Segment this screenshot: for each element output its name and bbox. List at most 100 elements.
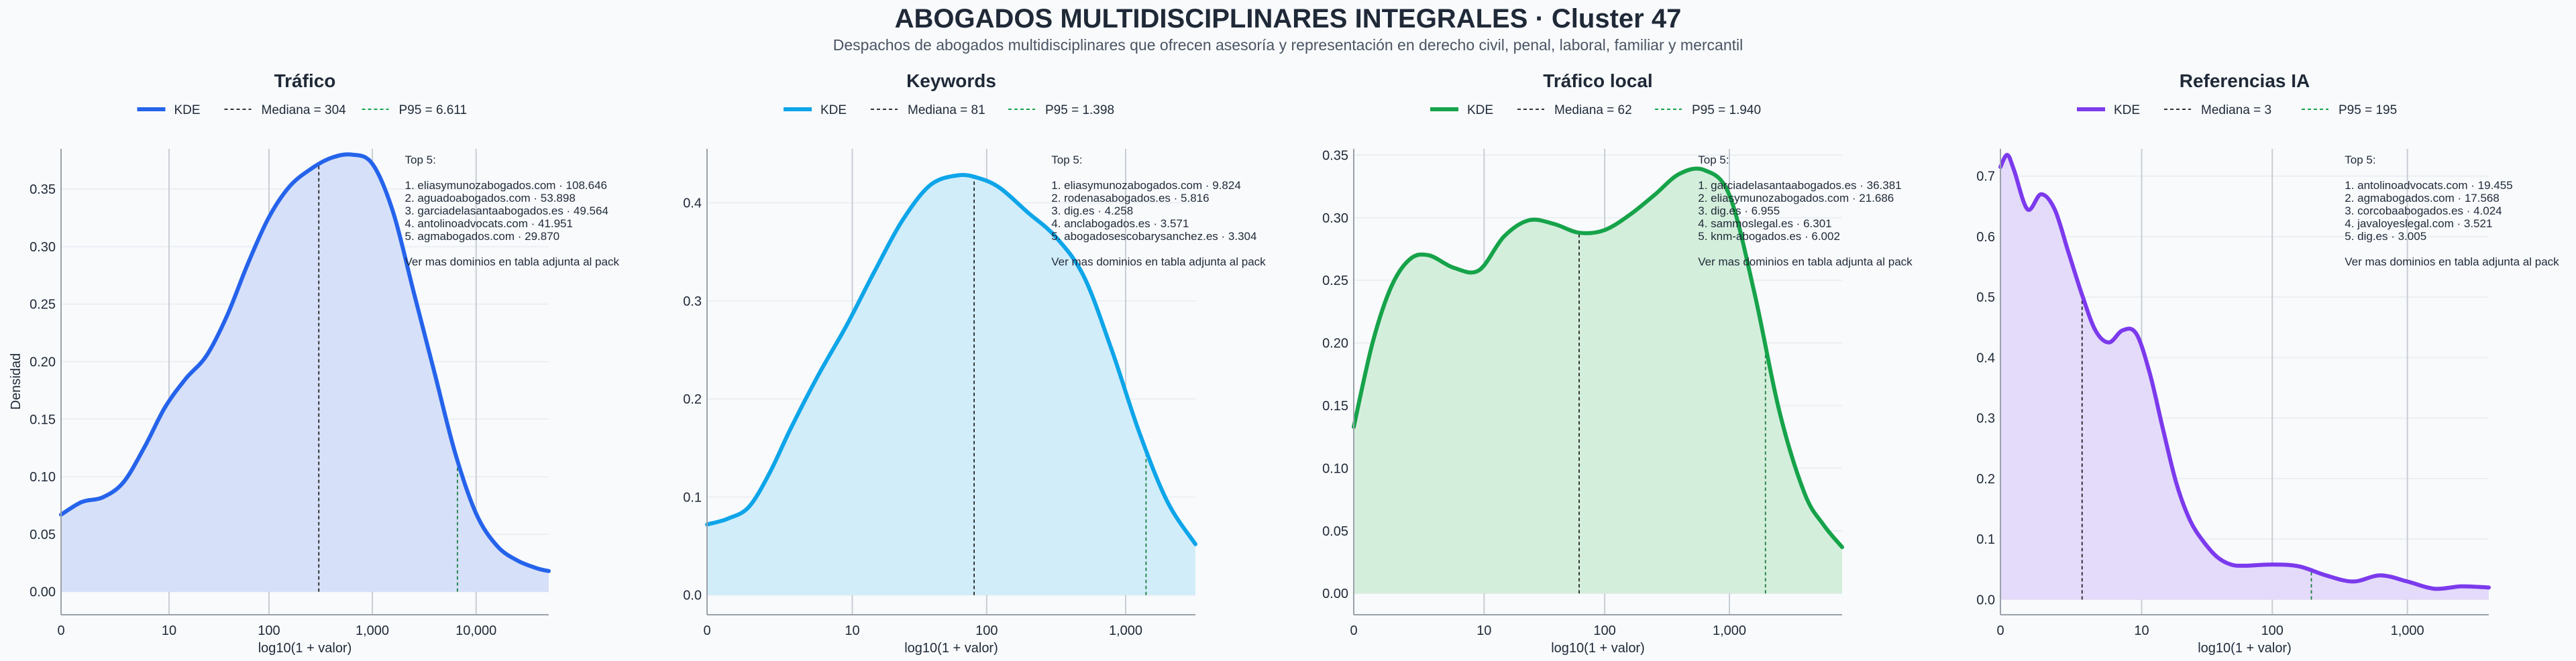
legend-kde-label: KDE [2114,103,2140,117]
y-tick-label: 0.05 [1322,524,1348,539]
y-tick-label: 0.00 [1322,587,1348,601]
legend-median-label: Mediana = 62 [1554,103,1632,117]
x-tick-label: 0 [703,623,710,638]
top5-item: 2. eliasymunozabogados.com · 21.686 [1698,192,1894,204]
page-subtitle: Despachos de abogados multidisciplinares… [833,36,1743,54]
legend-kde-label: KDE [174,103,201,117]
chart-panel-3: Tráfico local KDE Mediana = 62 P95 = 1.940 0… [1322,70,1913,656]
y-tick-label: 0.5 [1976,290,1995,305]
y-tick-label: 0.3 [1976,412,1995,426]
x-tick-label: 100 [258,623,280,638]
y-tick-label: 0.2 [683,392,702,407]
kde-line [1998,153,2491,591]
x-tick-label: 1,000 [356,623,389,638]
y-tick-label: 0.15 [1322,399,1348,414]
top5-footer: Ver mas dominios en tabla adjunta al pac… [1051,255,1266,268]
panel-title: Tráfico local [1543,70,1652,91]
kde-area [61,154,549,592]
top5-item: 2. aguadoabogados.com · 53.898 [405,192,576,204]
x-tick-label: 0 [1350,623,1357,638]
page-title: ABOGADOS MULTIDISCIPLINARES INTEGRALES ·… [894,4,1682,34]
panel-title: Referencias IA [2180,70,2310,91]
y-tick-label: 0.00 [30,585,56,600]
x-tick-label: 100 [1593,623,1615,638]
y-tick-label: 0.10 [1322,461,1348,476]
kde-line [705,173,1197,546]
x-tick-label: 100 [2261,623,2284,638]
y-tick-label: 0.4 [1976,351,1995,365]
top5-item: 2. rodenasabogados.es · 5.816 [1051,192,1209,204]
top5-item: 3. dig.es · 4.258 [1051,204,1133,217]
y-tick-label: 0.30 [30,240,56,255]
legend-median-label: Mediana = 81 [908,103,985,117]
y-tick-label: 0.30 [1322,211,1348,226]
top5-item: 1. eliasymunozabogados.com · 108.646 [405,179,607,192]
x-tick-label: 10 [1477,623,1491,638]
y-tick-label: 0.05 [30,528,56,542]
top5-title: Top 5: [405,154,436,166]
top5-item: 5. knm-abogados.es · 6.002 [1698,230,1840,243]
y-tick-label: 0.20 [1322,337,1348,351]
top5-item: 3. corcobaabogados.es · 4.024 [2345,204,2502,217]
y-tick-label: 0.1 [1976,532,1995,547]
y-axis-title: Densidad [9,353,23,410]
top5-item: 4. javaloyeslegal.com · 3.521 [2345,217,2492,230]
top5-title: Top 5: [1051,154,1082,166]
top5-item: 5. abogadosescobarysanchez.es · 3.304 [1051,230,1256,243]
y-tick-label: 0.0 [1976,593,1995,607]
x-tick-label: 0 [57,623,64,638]
panel-title: Tráfico [274,70,336,91]
y-tick-label: 0.2 [1976,472,1995,487]
legend-kde-label: KDE [820,103,847,117]
x-tick-label: 10 [162,623,176,638]
x-tick-label: 10,000 [455,623,496,638]
legend-p95-label: P95 = 1.940 [1692,103,1761,117]
top5-item: 2. agmabogados.com · 17.568 [2345,192,2500,204]
top5-item: 4. sammoslegal.es · 6.301 [1698,217,1831,230]
x-tick-label: 1,000 [2391,623,2424,638]
chart-panel-1: Tráfico KDE Mediana = 304 P95 = 6.611 0.00 0.… [30,70,619,656]
top5-item: 4. anclabogados.es · 3.571 [1051,217,1189,230]
x-tick-label: 100 [975,623,998,638]
y-tick-label: 0.7 [1976,170,1995,184]
x-axis-title: log10(1 + valor) [2198,641,2292,656]
y-tick-label: 0.10 [30,470,56,485]
top5-footer: Ver mas dominios en tabla adjunta al pac… [405,255,620,268]
legend-p95-label: P95 = 6.611 [399,103,468,117]
top5-item: 1. antolinoadvocats.com · 19.455 [2345,179,2512,192]
y-tick-label: 0.25 [1322,274,1348,288]
y-tick-label: 0.35 [1322,148,1348,163]
x-tick-label: 0 [1996,623,2004,638]
y-tick-label: 0.0 [683,589,702,603]
y-tick-label: 0.3 [683,294,702,309]
x-axis-title: log10(1 + valor) [258,641,352,656]
x-axis-title: log10(1 + valor) [1551,641,1645,656]
chart-panel-4: Referencias IA KDE Mediana = 3 P95 = 195 0.0… [1976,70,2559,656]
top5-item: 1. eliasymunozabogados.com · 9.824 [1051,179,1241,192]
top5-item: 4. antolinoadvocats.com · 41.951 [405,217,573,230]
x-tick-label: 10 [845,623,859,638]
legend-p95-label: P95 = 1.398 [1045,103,1114,117]
x-axis-title: log10(1 + valor) [904,641,998,656]
y-tick-label: 0.1 [683,490,702,505]
top5-item: 5. dig.es · 3.005 [2345,230,2426,243]
kde-area [2000,154,2489,600]
y-tick-label: 0.35 [30,182,56,197]
y-tick-label: 0.20 [30,355,56,369]
x-tick-label: 1,000 [1713,623,1746,638]
legend-p95-label: P95 = 195 [2339,103,2397,117]
top5-item: 3. dig.es · 6.955 [1698,204,1780,217]
top5-footer: Ver mas dominios en tabla adjunta al pac… [1698,255,1913,268]
kde-line [59,152,551,573]
top5-title: Top 5: [2345,154,2375,166]
kde-line [1352,166,1844,550]
top5-footer: Ver mas dominios en tabla adjunta al pac… [2345,255,2559,268]
y-tick-label: 0.25 [30,298,56,312]
kde-area [1354,168,1842,594]
top5-item: 3. garciadelasantaabogados.es · 49.564 [405,204,608,217]
panel-title: Keywords [906,70,996,91]
kde-area [707,174,1195,595]
y-tick-label: 0.6 [1976,230,1995,245]
top5-title: Top 5: [1698,154,1729,166]
